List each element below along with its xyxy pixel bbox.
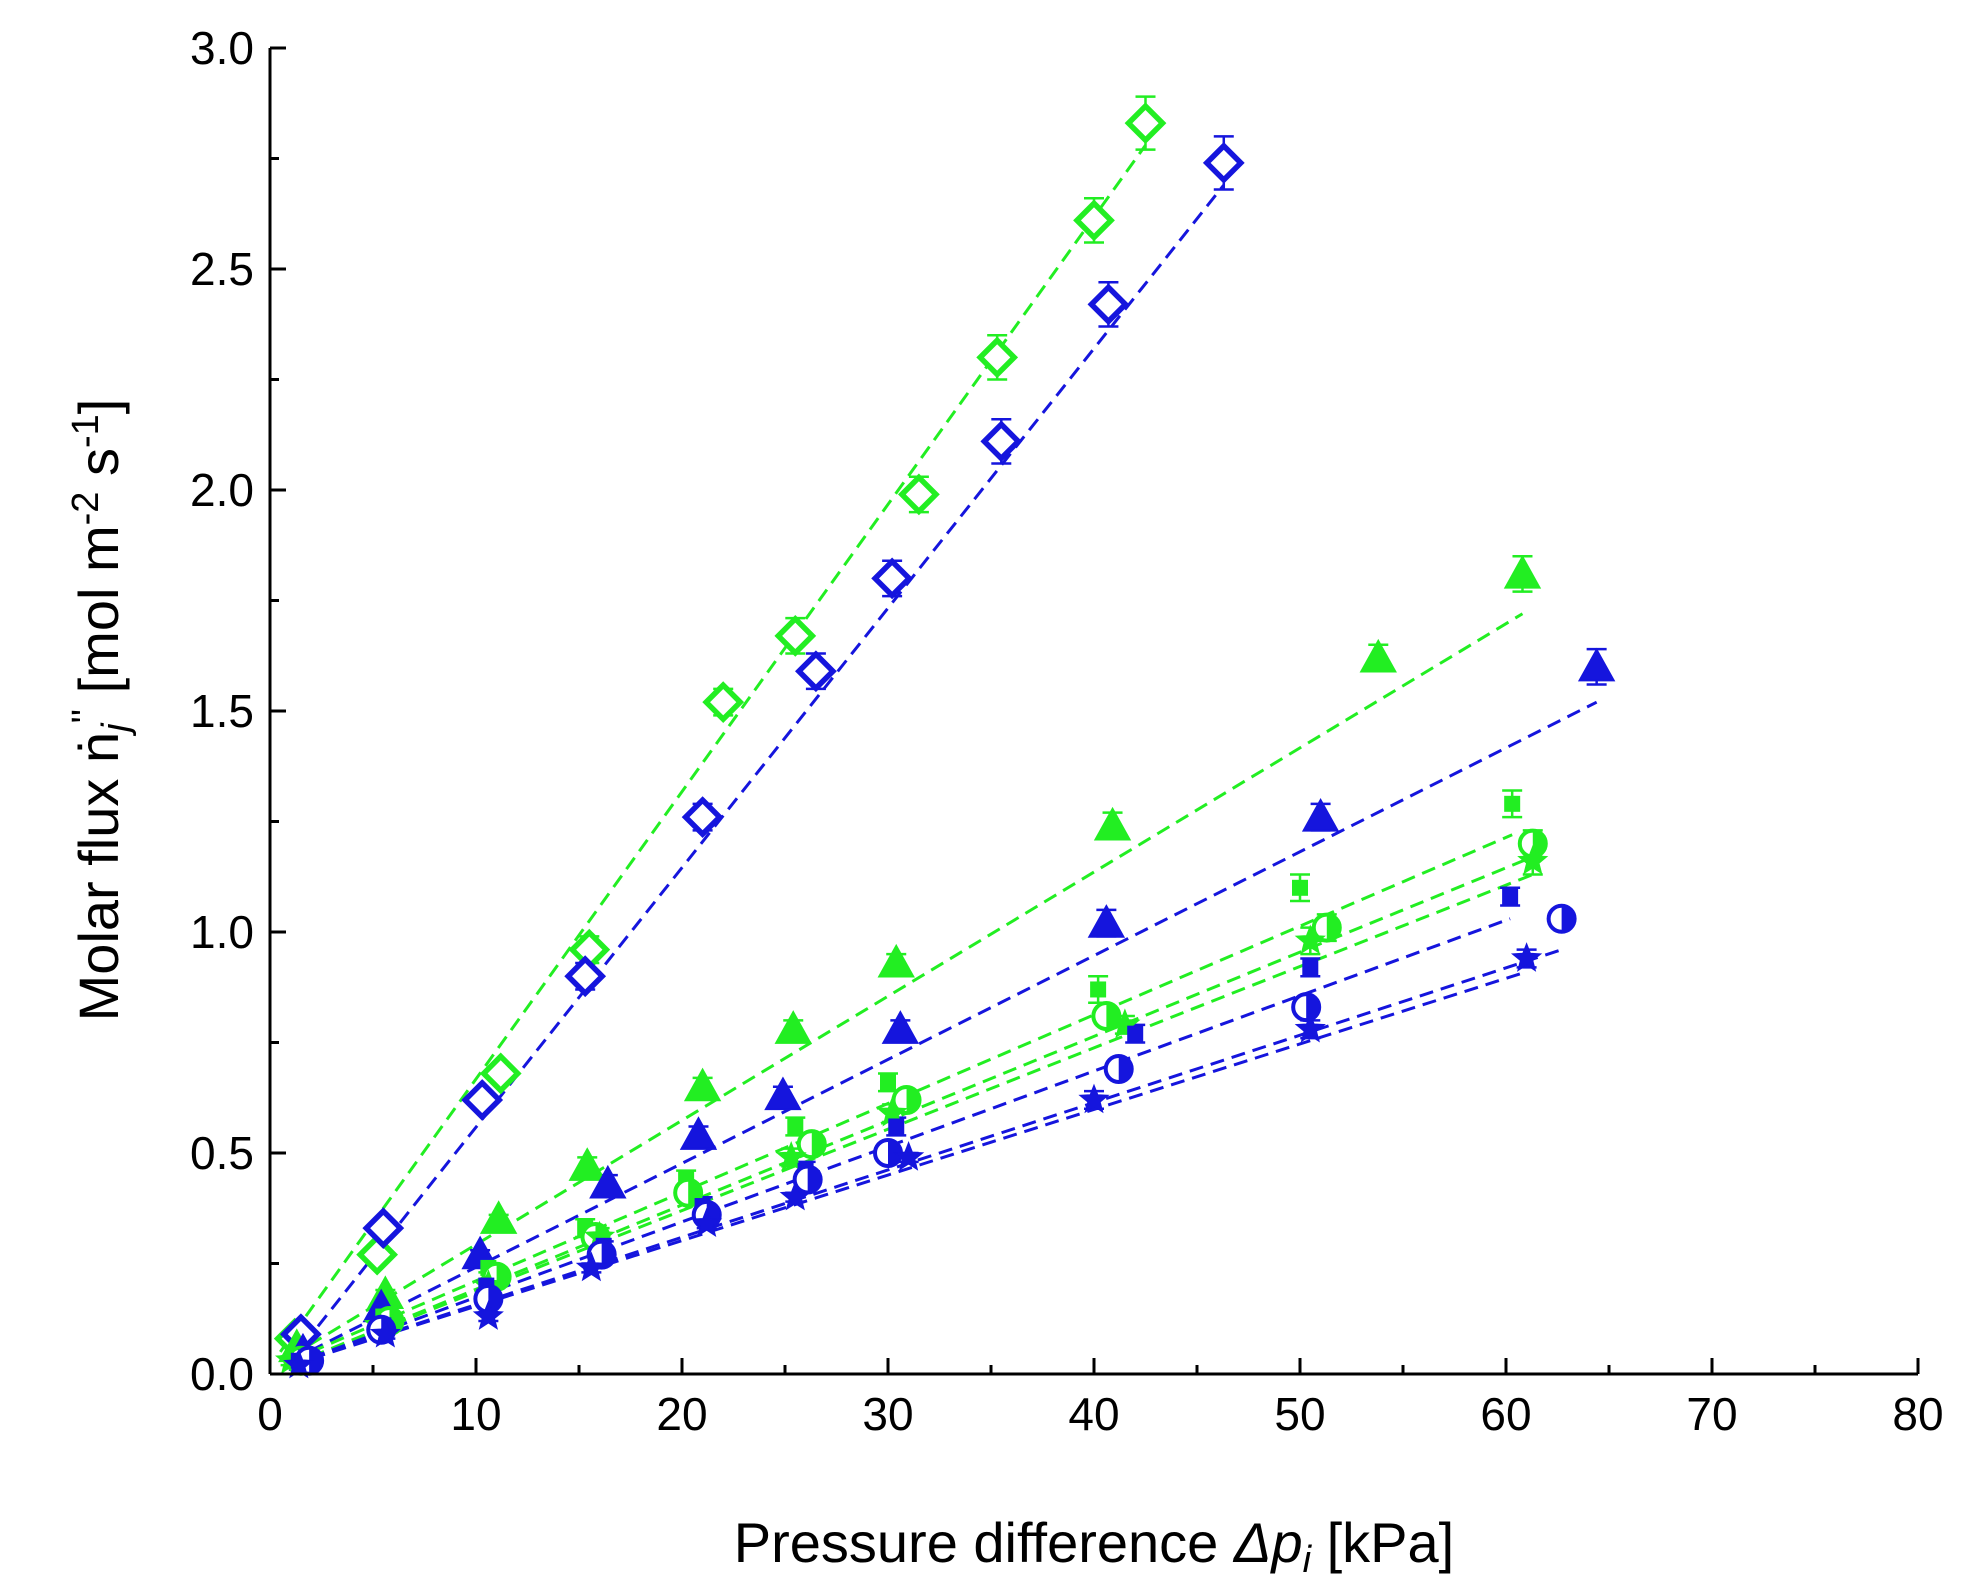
data-point: [1073, 199, 1115, 242]
data-point: [369, 1317, 401, 1348]
y-tick-label: 0.0: [190, 1348, 254, 1400]
data-point: [1302, 959, 1319, 976]
data-point-half-fill: [488, 1285, 502, 1312]
data-point-half-fill: [309, 1347, 323, 1374]
fit-line: [289, 700, 1598, 1363]
data-point: [679, 1116, 718, 1150]
y-tick-label: 0.5: [190, 1127, 254, 1179]
data-point: [1503, 554, 1542, 589]
data-point-half-fill: [1118, 1056, 1132, 1083]
x-tick-label: 40: [1068, 1388, 1119, 1440]
data-point: [774, 1010, 812, 1044]
data-point: [1078, 1083, 1110, 1114]
data-point: [880, 1074, 896, 1091]
data-point: [1502, 888, 1519, 905]
data-point: [479, 1200, 518, 1234]
data-point: [461, 1079, 504, 1121]
data-point: [1087, 904, 1126, 938]
x-ticks: 0 10 20 30 40 50 60 70 80: [257, 1358, 1944, 1440]
data-point: [1301, 798, 1340, 832]
data-point: [1294, 1012, 1326, 1043]
data-point-half-fill: [1326, 914, 1340, 941]
fit-line: [279, 144, 1147, 1353]
data-point: [976, 336, 1019, 379]
data-point: [283, 1348, 315, 1379]
data-point: [1292, 879, 1308, 896]
y-tick-label: 3.0: [190, 22, 254, 74]
data-point: [898, 473, 940, 516]
data-point: [1517, 844, 1549, 875]
fit-lines: [279, 144, 1598, 1367]
data-point: [787, 1118, 804, 1135]
data-point: [795, 650, 837, 693]
data-point: [871, 557, 914, 600]
data-point: [1127, 1025, 1144, 1042]
data-point: [362, 1207, 405, 1250]
x-tick-label: 30: [862, 1388, 913, 1440]
y-tick-label: 1.0: [190, 906, 254, 958]
data-point: [683, 1067, 722, 1102]
data-point: [888, 1118, 905, 1135]
x-tick-label: 0: [257, 1388, 283, 1440]
data-point: [1109, 1008, 1141, 1039]
data-point: [1202, 142, 1245, 184]
data-point: [1510, 942, 1543, 972]
x-tick-label: 70: [1686, 1388, 1737, 1440]
data-point-half-fill: [906, 1086, 920, 1113]
y-ticks: 0.0 0.5 1.0 1.5 2.0 2.5 3.0: [190, 22, 286, 1400]
data-point-half-fill: [1561, 905, 1575, 932]
data-point: [575, 1251, 607, 1282]
data-point: [1124, 102, 1167, 145]
data-point: [1294, 924, 1326, 955]
data-point: [472, 1300, 504, 1330]
data-point: [1087, 283, 1130, 326]
data-point: [681, 796, 724, 838]
axes: [268, 48, 1918, 1376]
data-point-half-fill: [807, 1166, 821, 1193]
data-point: [1093, 806, 1132, 841]
data-point: [892, 1141, 925, 1171]
data-point: [980, 420, 1023, 463]
data-point: [881, 1010, 920, 1044]
data-point: [779, 1180, 811, 1211]
x-tick-label: 60: [1480, 1388, 1531, 1440]
data-point: [691, 1207, 723, 1238]
data-point: [775, 1141, 807, 1171]
data-point: [774, 614, 817, 657]
data-point: [1359, 638, 1397, 673]
data-markers: [273, 102, 1616, 1379]
x-axis-title: Pressure difference Δpi [kPa]: [734, 1511, 1454, 1581]
data-point: [1090, 981, 1107, 998]
x-tick-label: 10: [450, 1388, 501, 1440]
fit-line: [289, 612, 1524, 1358]
y-tick-label: 1.5: [190, 685, 254, 737]
x-tick-label: 50: [1274, 1388, 1325, 1440]
error-bars: [280, 95, 1607, 1371]
fit-line: [289, 184, 1225, 1362]
x-tick-label: 80: [1892, 1388, 1943, 1440]
data-point: [564, 955, 607, 998]
data-point: [702, 681, 745, 724]
data-point: [479, 1052, 522, 1095]
data-point-half-fill: [601, 1241, 615, 1268]
data-point-half-fill: [1306, 994, 1320, 1021]
fit-line: [290, 970, 1528, 1367]
y-tick-label: 2.0: [190, 464, 254, 516]
data-point: [1504, 795, 1521, 812]
y-axis-title: Molar flux ṅj'' [mol m-2 s-1]: [65, 399, 137, 1022]
y-tick-label: 2.5: [190, 243, 254, 295]
data-point-half-fill: [1532, 830, 1546, 857]
data-point: [589, 1164, 627, 1199]
data-point: [877, 943, 915, 978]
x-tick-label: 20: [656, 1388, 707, 1440]
data-point: [568, 1147, 606, 1181]
data-point: [1577, 647, 1616, 682]
data-point: [764, 1076, 802, 1111]
data-point-half-fill: [811, 1131, 825, 1158]
